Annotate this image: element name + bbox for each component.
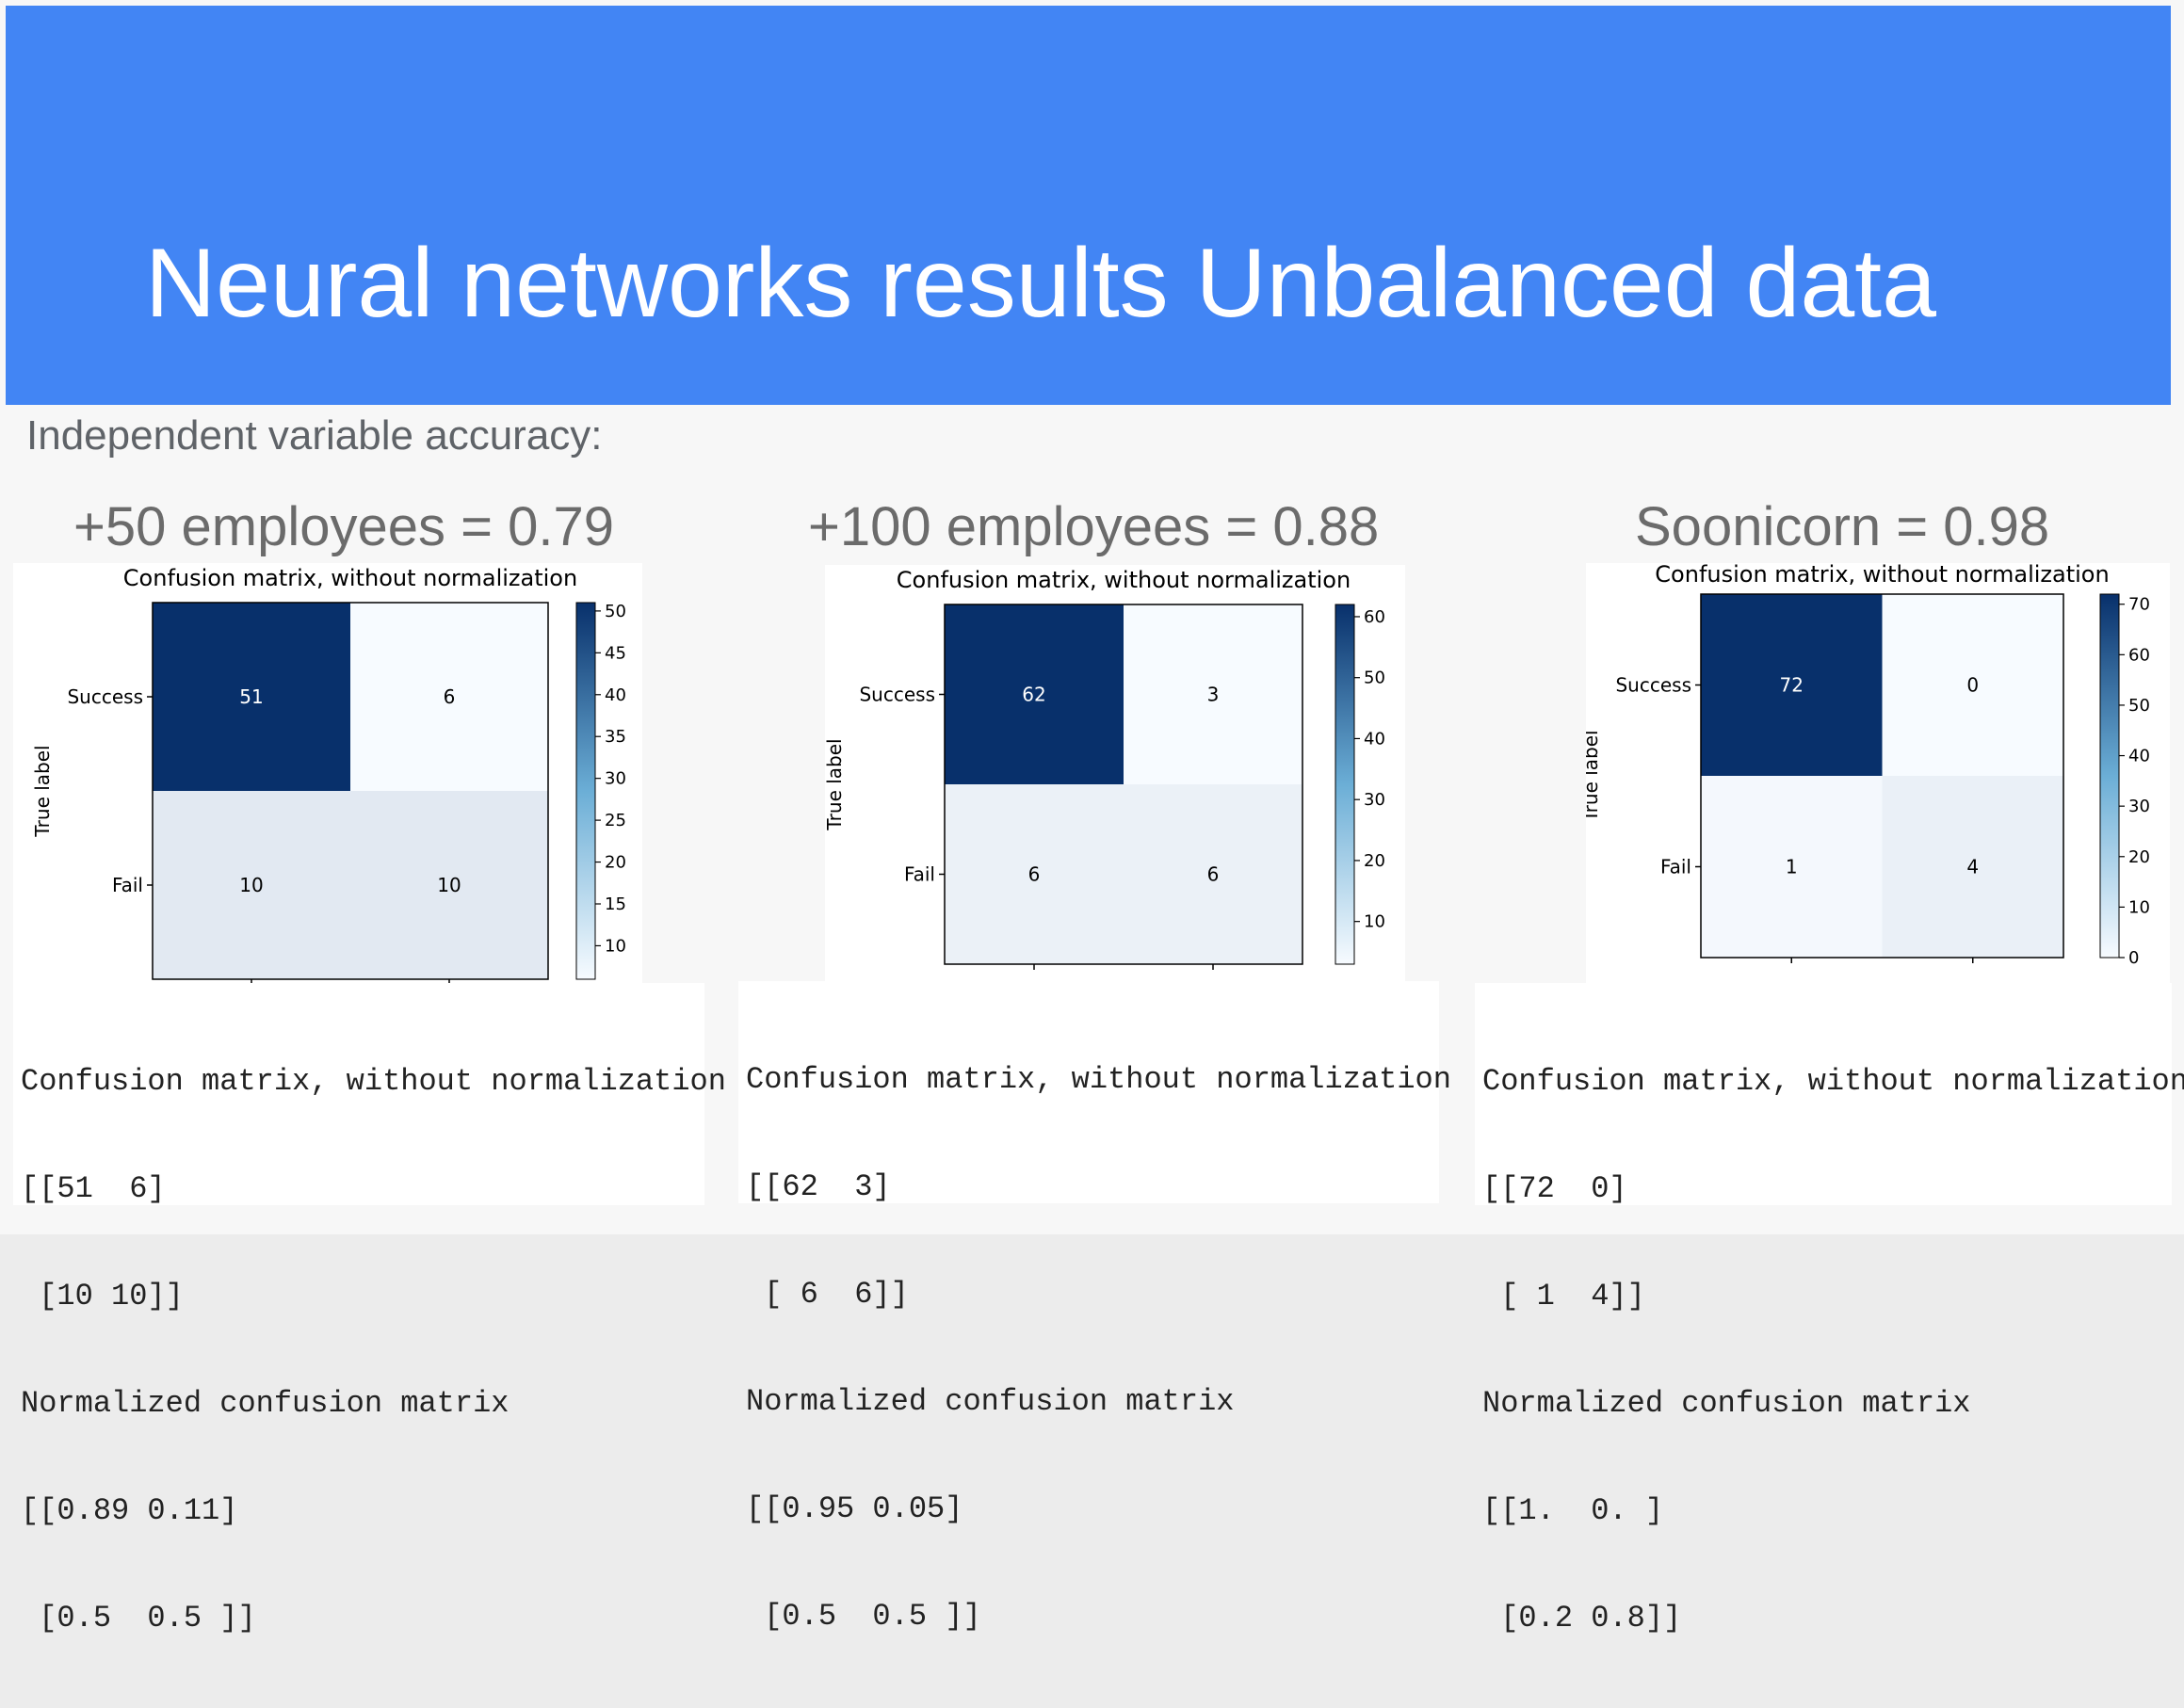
slide-title: Neural networks results Unbalanced data bbox=[145, 229, 1936, 338]
matrix-frame bbox=[1700, 593, 2064, 959]
matrix-cell bbox=[1882, 594, 2063, 776]
colorbar bbox=[1335, 604, 1355, 965]
chart-title: Confusion matrix, without normalization bbox=[123, 565, 577, 591]
matrix-cell bbox=[153, 603, 350, 791]
console-line: Confusion matrix, without normalization bbox=[21, 1064, 726, 1099]
console-line: Confusion matrix, without normalization bbox=[746, 1062, 1451, 1097]
y-axis-label: True label bbox=[825, 738, 846, 830]
y-axis-label: True label bbox=[31, 745, 54, 837]
colorbar-tick-label: 30 bbox=[605, 769, 626, 789]
colorbar bbox=[575, 602, 596, 980]
colorbar-tick-label: 40 bbox=[1364, 729, 1385, 749]
cell-value-label: 51 bbox=[239, 685, 263, 708]
console-output-1: Confusion matrix, without normalization … bbox=[13, 983, 726, 1635]
cell-value-label: 72 bbox=[1780, 674, 1804, 697]
row-label: Fail bbox=[904, 863, 935, 886]
colorbar-tick-label: 25 bbox=[605, 811, 626, 830]
colorbar-tick-label: 40 bbox=[605, 685, 626, 705]
y-axis-label: True label bbox=[1586, 730, 1602, 822]
cell-value-label: 6 bbox=[444, 685, 456, 708]
matrix-cell bbox=[945, 784, 1124, 964]
cell-value-label: 6 bbox=[1028, 863, 1041, 886]
console-line: [ 1 4]] bbox=[1482, 1279, 1645, 1313]
console-line: [0.5 0.5 ]] bbox=[21, 1601, 256, 1635]
accuracy-label-50-employees: +50 employees = 0.79 bbox=[73, 496, 614, 557]
console-line: Normalized confusion matrix bbox=[1482, 1386, 1971, 1421]
row-label: Fail bbox=[112, 874, 143, 896]
colorbar-tick-label: 0 bbox=[2128, 948, 2139, 968]
matrix-frame bbox=[152, 602, 549, 980]
matrix-cell bbox=[1701, 776, 1883, 958]
cell-value-label: 1 bbox=[1786, 856, 1798, 878]
console-line: [10 10]] bbox=[21, 1279, 184, 1313]
console-line: [[1. 0. ] bbox=[1482, 1493, 1664, 1528]
confusion-matrix-plot-2: Confusion matrix, without normalization 6… bbox=[825, 565, 1405, 989]
colorbar bbox=[2099, 593, 2120, 959]
accuracy-label-soonicorn: Soonicorn = 0.98 bbox=[1635, 496, 2050, 557]
colorbar-tick-label: 20 bbox=[605, 853, 626, 873]
console-line: [0.5 0.5 ]] bbox=[746, 1599, 981, 1634]
console-output-2: Confusion matrix, without normalization … bbox=[738, 981, 1451, 1634]
confusion-matrix-plot-1: Confusion matrix, without normalization 5… bbox=[13, 563, 642, 987]
colorbar-tick-label: 15 bbox=[605, 894, 626, 914]
cell-value-label: 10 bbox=[239, 874, 263, 896]
confusion-matrix-chart-3: Confusion matrix, without normalization 7… bbox=[1586, 563, 2150, 968]
chart-title: Confusion matrix, without normalization bbox=[897, 567, 1351, 593]
colorbar-tick-label: 10 bbox=[2128, 897, 2150, 917]
matrix-cell bbox=[350, 791, 548, 979]
colorbar-tick-label: 50 bbox=[2128, 696, 2150, 716]
console-line: Confusion matrix, without normalization bbox=[1482, 1064, 2184, 1099]
matrix-cell bbox=[1124, 604, 1302, 784]
colorbar-tick-label: 10 bbox=[605, 936, 626, 956]
cell-value-label: 62 bbox=[1022, 684, 1045, 706]
matrix-cell bbox=[1882, 776, 2063, 958]
console-line: [ 6 6]] bbox=[746, 1277, 909, 1312]
colorbar-tick-label: 30 bbox=[2128, 797, 2150, 816]
console-line: Normalized confusion matrix bbox=[21, 1386, 510, 1421]
matrix-frame bbox=[944, 604, 1303, 965]
colorbar-tick-label: 20 bbox=[1364, 851, 1385, 871]
cell-value-label: 0 bbox=[1966, 674, 1979, 697]
console-line: [[62 3] bbox=[746, 1169, 891, 1204]
colorbar-tick-label: 70 bbox=[2128, 595, 2150, 615]
colorbar-tick-label: 30 bbox=[1364, 790, 1385, 810]
console-line: Normalized confusion matrix bbox=[746, 1384, 1235, 1419]
colorbar-tick-label: 20 bbox=[2128, 847, 2150, 867]
slide-subtitle: Independent variable accuracy: bbox=[26, 412, 603, 459]
matrix-cell bbox=[1124, 784, 1302, 964]
matrix-cell bbox=[1701, 594, 1883, 776]
console-output-3: Confusion matrix, without normalization … bbox=[1475, 983, 2184, 1635]
cell-value-label: 10 bbox=[437, 874, 461, 896]
row-label: Success bbox=[67, 685, 143, 708]
matrix-cell bbox=[153, 791, 350, 979]
accuracy-label-100-employees: +100 employees = 0.88 bbox=[808, 496, 1380, 557]
confusion-matrix-chart-1: Confusion matrix, without normalization 5… bbox=[31, 565, 626, 985]
console-line: [0.2 0.8]] bbox=[1482, 1601, 1682, 1635]
chart-title: Confusion matrix, without normalization bbox=[1655, 563, 2109, 588]
slide: Neural networks results Unbalanced data … bbox=[0, 0, 2184, 1635]
colorbar-tick-label: 60 bbox=[1364, 607, 1385, 627]
colorbar-tick-label: 50 bbox=[1364, 669, 1385, 688]
colorbar-tick-label: 10 bbox=[1364, 912, 1385, 932]
row-label: Success bbox=[1615, 674, 1691, 697]
colorbar-tick-label: 50 bbox=[605, 602, 626, 621]
console-line: [[0.95 0.05] bbox=[746, 1491, 963, 1526]
matrix-cell bbox=[945, 604, 1124, 784]
console-line: [[72 0] bbox=[1482, 1171, 1627, 1206]
colorbar-tick-label: 60 bbox=[2128, 645, 2150, 665]
console-line: [[51 6] bbox=[21, 1171, 166, 1206]
matrix-cell bbox=[350, 603, 548, 791]
colorbar-tick-label: 40 bbox=[2128, 747, 2150, 766]
console-line: [[0.89 0.11] bbox=[21, 1493, 238, 1528]
row-label: Success bbox=[859, 684, 935, 706]
cell-value-label: 4 bbox=[1966, 856, 1979, 878]
colorbar-tick-label: 45 bbox=[605, 643, 626, 663]
confusion-matrix-chart-2: Confusion matrix, without normalization 6… bbox=[825, 567, 1385, 970]
confusion-matrix-plot-3: Confusion matrix, without normalization 7… bbox=[1586, 563, 2170, 987]
title-banner: Neural networks results Unbalanced data bbox=[6, 6, 2171, 405]
colorbar-tick-label: 35 bbox=[605, 727, 626, 747]
cell-value-label: 3 bbox=[1207, 684, 1220, 706]
cell-value-label: 6 bbox=[1207, 863, 1220, 886]
row-label: Fail bbox=[1660, 856, 1691, 878]
